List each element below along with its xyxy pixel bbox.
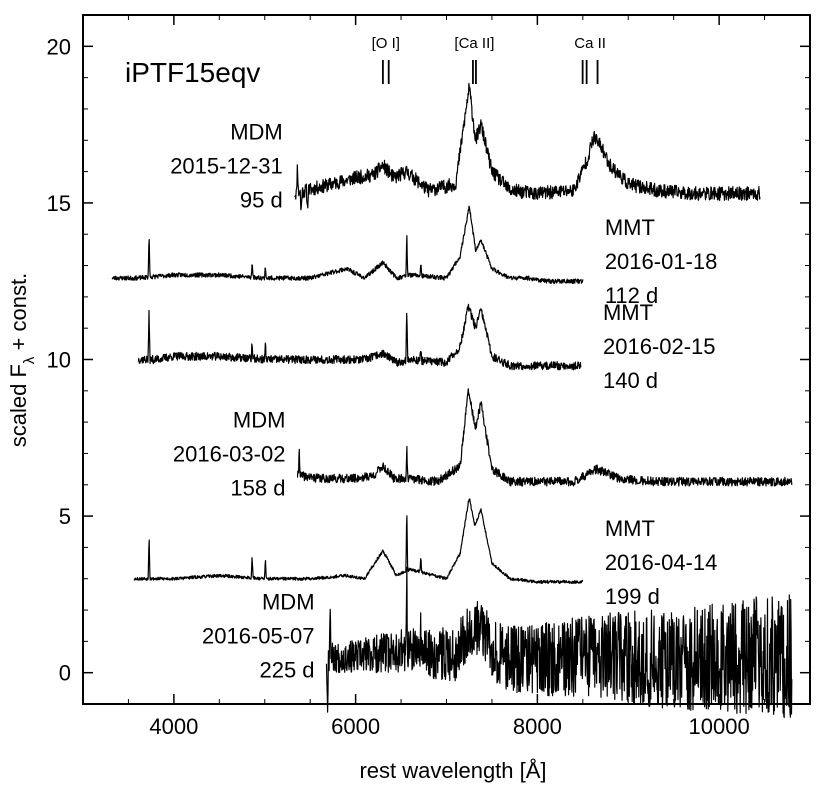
x-axis-label: rest wavelength [Å] — [359, 758, 546, 783]
series-label-line: 225 d — [259, 657, 314, 682]
y-tick-label: 0 — [59, 661, 71, 686]
x-tick-label: 8000 — [513, 714, 562, 739]
series-label-line: MMT — [605, 516, 655, 541]
spectra-series-group — [111, 82, 793, 719]
series-label-line: 158 d — [230, 476, 285, 501]
series-label-line: 2016-01-18 — [605, 249, 718, 274]
series-label-line: 2015-12-31 — [170, 154, 283, 179]
line-marker-label: [O I] — [372, 35, 400, 52]
line-marker-label: Ca II — [574, 35, 606, 52]
spectrum-line — [296, 388, 793, 487]
series-label-line: MDM — [230, 120, 283, 145]
x-tick-label: 6000 — [331, 714, 380, 739]
y-tick-label: 10 — [47, 348, 71, 373]
chart-title: iPTF15eqv — [125, 57, 260, 88]
series-label-line: 95 d — [240, 188, 283, 213]
spectrum-line — [294, 82, 761, 211]
series-label-line: 140 d — [603, 368, 658, 393]
axes-group: 4000 6000 8000 10000 0 5 10 15 20 — [47, 14, 811, 739]
y-axis-label: scaled Fλ + const. — [6, 273, 38, 447]
series-label-line: MMT — [605, 215, 655, 240]
spectrum-line — [137, 303, 582, 371]
y-tick-label: 20 — [47, 34, 71, 59]
y-axis-label-tail: + const. — [6, 273, 31, 357]
y-axis-label-subscript: λ — [21, 356, 38, 364]
series-label-line: MDM — [262, 589, 315, 614]
series-label-line: 2016-03-02 — [173, 442, 286, 467]
line-identification-markers: [O I] [Ca II] Ca II — [372, 35, 606, 84]
series-label-line: MMT — [603, 300, 653, 325]
series-label-line: 2016-05-07 — [202, 623, 315, 648]
x-tick-label: 4000 — [149, 714, 198, 739]
x-tick-label: 10000 — [689, 714, 750, 739]
series-label-line: 2016-02-15 — [603, 334, 716, 359]
series-label-line: 199 d — [605, 584, 660, 609]
series-label-line: 2016-04-14 — [605, 550, 718, 575]
spectrum-line — [111, 205, 584, 284]
line-marker-label: [Ca II] — [454, 35, 494, 52]
y-tick-label: 5 — [59, 504, 71, 529]
series-label-line: 112 d — [605, 283, 658, 308]
series-label-line: MDM — [233, 408, 286, 433]
y-axis-label-main: scaled F — [6, 364, 31, 447]
spectrum-line — [325, 566, 793, 719]
y-tick-label: 15 — [47, 191, 71, 216]
spectrum-line — [133, 498, 584, 585]
